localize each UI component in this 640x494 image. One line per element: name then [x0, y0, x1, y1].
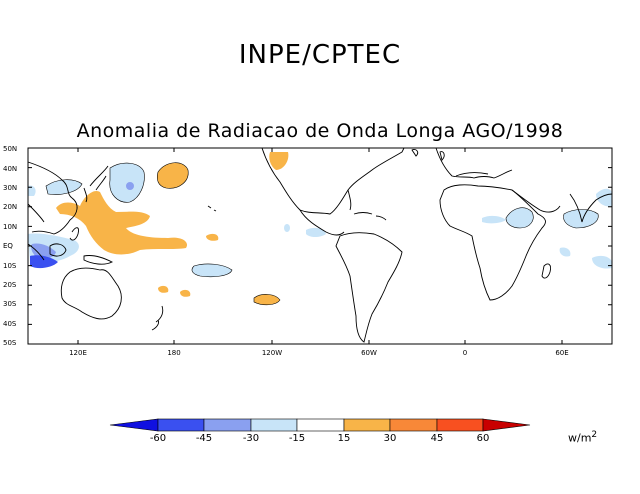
coast-korea [83, 187, 88, 203]
colorbar-label-neg45: -45 [195, 433, 213, 444]
coast-madagascar [541, 263, 551, 279]
lon-label-120e: 120E [69, 349, 87, 357]
lat-label-eq: EQ [3, 242, 13, 250]
lat-label-20n: 20N [3, 203, 18, 211]
anomaly-positive-region [158, 285, 169, 293]
lat-label-50s: 50S [3, 339, 17, 347]
lon-label-120w: 120W [261, 349, 283, 357]
coast-indochina [27, 203, 45, 223]
anomaly-negative-region [482, 215, 506, 224]
coast-india [569, 193, 613, 223]
positive-anomalies [56, 152, 289, 305]
anomaly-negative-region [30, 255, 58, 269]
colorbar-label-neg15: -15 [288, 433, 306, 444]
coast-sumatra [27, 243, 45, 261]
colorbar-label-neg30: -30 [242, 433, 260, 444]
coast-iceland [411, 149, 419, 157]
lat-label-40n: 40N [3, 165, 18, 173]
coast-south-america [335, 232, 403, 343]
lat-label-10s: 10S [3, 262, 17, 270]
unit-exponent: 2 [591, 430, 598, 440]
coast-arabia [511, 189, 561, 213]
lon-label-180: 180 [167, 349, 181, 357]
colorbar-swatch-neg60 [157, 418, 205, 432]
anomaly-negative-region [559, 247, 571, 257]
coast-philippines [69, 227, 79, 241]
colorbar-swatch-pos30 [389, 418, 438, 432]
axis-ticks [28, 147, 612, 345]
coast-hawaii [207, 205, 217, 212]
lat-label-40s: 40S [3, 320, 17, 328]
lat-label-30n: 30N [3, 184, 18, 192]
coast-europe [435, 147, 513, 179]
anomaly-contours [45, 162, 599, 306]
coast-gulf [299, 209, 345, 236]
coast-mediterranean [455, 172, 489, 177]
colorbar-arrow-left [109, 418, 159, 432]
anomaly-negative-region [28, 185, 36, 196]
anomaly-positive-region [269, 152, 289, 170]
lat-label-30s: 30S [3, 300, 17, 308]
colorbar-label-pos45: 45 [430, 433, 444, 444]
coast-japan [89, 165, 109, 191]
coast-africa [439, 184, 546, 301]
anomaly-positive-region [206, 233, 219, 241]
anomaly-negative-region [506, 207, 534, 228]
anomaly-negative-region [109, 163, 145, 203]
coast-new-zealand [151, 305, 164, 331]
lon-label-0: 0 [462, 349, 468, 357]
colorbar-label-pos60: 60 [476, 433, 490, 444]
coast-new-guinea [83, 255, 114, 265]
coastlines [27, 147, 613, 343]
anomaly-negative-region [596, 188, 612, 207]
coast-australia [60, 267, 122, 320]
anomaly-negative-region [126, 182, 134, 190]
colorbar-swatch-pos45 [436, 418, 484, 432]
anomaly-negative-region [592, 255, 612, 269]
colorbar-swatch-neg15 [296, 418, 345, 432]
agency-title: INPE/CPTEC [238, 40, 402, 70]
anomaly-positive-region [180, 289, 191, 297]
colorbar-unit: w/m2 [568, 430, 597, 445]
coast-caribbean [353, 212, 387, 221]
colorbar-label-pos30: 30 [383, 433, 397, 444]
lat-label-20s: 20S [3, 281, 17, 289]
anomaly-negative-region [46, 179, 82, 195]
lat-label-10n: 10N [3, 223, 18, 231]
unit-text: w/m [568, 431, 592, 445]
colorbar-swatch-pos15 [343, 418, 391, 432]
coast-florida [347, 189, 352, 211]
colorbar-swatch-neg30 [250, 418, 298, 432]
colorbar-label-neg60: -60 [149, 433, 167, 444]
coast-east-asia [27, 161, 78, 235]
coast-north-america [261, 147, 405, 215]
anomaly-negative-region [192, 263, 232, 277]
lon-label-60w: 60W [361, 349, 377, 357]
colorbar-swatch-neg45 [203, 418, 252, 432]
anomaly-positive-region [56, 190, 188, 255]
map-title: Anomalia de Radiacao de Onda Longa AGO/1… [76, 120, 564, 142]
anomaly-negative-region [306, 227, 326, 237]
anomaly-negative-region [284, 224, 290, 232]
anomaly-negative-region [31, 243, 56, 259]
lat-label-50n: 50N [3, 145, 18, 153]
coast-uk [439, 151, 445, 161]
lon-label-60e: 60E [555, 349, 569, 357]
colorbar-label-pos15: 15 [337, 433, 351, 444]
coast-borneo [49, 243, 67, 257]
anomaly-positive-region [157, 162, 189, 189]
anomaly-positive-region [254, 294, 280, 305]
colorbar-arrow-right [482, 418, 531, 432]
